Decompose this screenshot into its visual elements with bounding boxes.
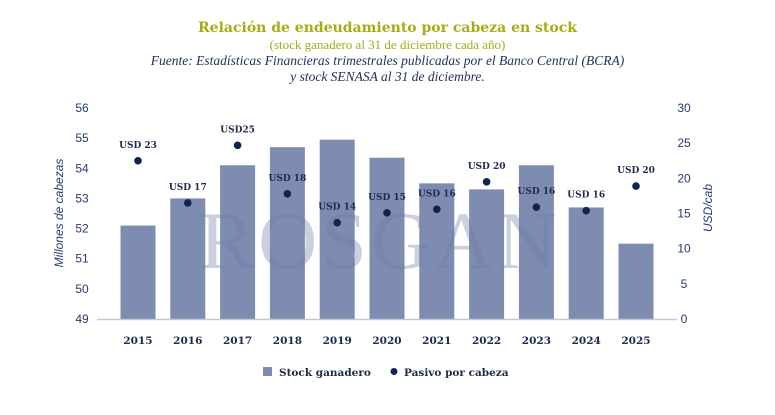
y2-tick-label: 0 bbox=[681, 312, 688, 326]
bar-2024 bbox=[568, 207, 604, 319]
y2-tick-label: 25 bbox=[677, 136, 691, 150]
chart-titles: Relación de endeudamiento por cabeza en … bbox=[0, 20, 775, 85]
y-axis-label: Millones de cabezas bbox=[52, 159, 66, 268]
watermark-logo: ROSGAN bbox=[199, 195, 560, 286]
bar-2020 bbox=[369, 157, 405, 319]
bar-2025 bbox=[618, 243, 654, 319]
dot-2024 bbox=[582, 206, 590, 215]
y-tick-label: 49 bbox=[75, 312, 89, 326]
y-tick-label: 51 bbox=[75, 252, 89, 266]
data-label: USD25 bbox=[220, 125, 255, 135]
x-tick-label: 2015 bbox=[123, 335, 152, 347]
y2-tick-label: 20 bbox=[677, 171, 691, 185]
y-tick-label: 55 bbox=[75, 131, 89, 145]
data-label: USD 16 bbox=[567, 191, 605, 201]
data-label: USD 16 bbox=[418, 189, 456, 199]
y2-tick-label: 15 bbox=[677, 207, 691, 221]
x-tick-label: 2019 bbox=[323, 335, 352, 347]
data-label: USD 23 bbox=[119, 141, 157, 151]
dot-2023 bbox=[532, 203, 541, 211]
dot-2022 bbox=[482, 178, 491, 186]
data-label: USD 18 bbox=[268, 174, 306, 184]
dot-2015 bbox=[134, 156, 142, 165]
data-label: USD 14 bbox=[318, 203, 356, 213]
x-tick-label: 2021 bbox=[422, 335, 451, 347]
x-tick-label: 2016 bbox=[173, 335, 202, 347]
legend-swatch-pasivo bbox=[390, 368, 398, 375]
chart-title: Relación de endeudamiento por cabeza en … bbox=[198, 20, 577, 36]
data-label: USD 16 bbox=[517, 187, 555, 197]
chart-source-line2: y stock SENASA al 31 de diciembre. bbox=[290, 69, 485, 84]
y-tick-label: 50 bbox=[75, 282, 89, 296]
data-label: USD 17 bbox=[169, 183, 207, 193]
dot-2018 bbox=[283, 190, 292, 198]
dot-2021 bbox=[433, 205, 441, 214]
chart-subtitle: (stock ganadero al 31 de diciembre cada … bbox=[269, 37, 506, 52]
legend-label-pasivo: Pasivo por cabeza bbox=[404, 367, 509, 379]
dot-2019 bbox=[333, 218, 342, 227]
dot-2020 bbox=[383, 208, 391, 217]
chart-source-line1: Fuente: Estadísticas Financieras trimest… bbox=[150, 53, 625, 68]
y2-tick-label: 30 bbox=[677, 101, 691, 115]
x-tick-label: 2022 bbox=[472, 335, 501, 347]
bar-2017 bbox=[220, 165, 256, 319]
x-tick-label: 2020 bbox=[372, 335, 401, 347]
x-tick-label: 2018 bbox=[273, 335, 302, 347]
legend-label-stock: Stock ganadero bbox=[279, 367, 371, 379]
data-label: USD 20 bbox=[468, 162, 506, 172]
y-tick-label: 54 bbox=[75, 161, 89, 175]
x-tick-label: 2024 bbox=[572, 335, 601, 347]
bar-2018 bbox=[269, 147, 305, 319]
bar-2019 bbox=[319, 139, 355, 319]
bar-2023 bbox=[518, 165, 554, 319]
dot-2016 bbox=[184, 199, 192, 207]
data-label: USD 15 bbox=[368, 193, 406, 203]
y2-axis-label: USD/cab bbox=[701, 184, 715, 232]
bar-2015 bbox=[120, 225, 156, 319]
y-tick-label: 53 bbox=[75, 191, 89, 205]
dot-2017 bbox=[233, 141, 242, 150]
bar-2022 bbox=[469, 189, 505, 319]
y-tick-label: 56 bbox=[75, 101, 89, 115]
y2-tick-label: 10 bbox=[677, 242, 691, 256]
bar-2016 bbox=[170, 198, 206, 319]
x-tick-label: 2025 bbox=[621, 335, 650, 347]
y-tick-label: 52 bbox=[75, 222, 89, 236]
legend-swatch-stock bbox=[263, 367, 272, 376]
data-label: USD 20 bbox=[617, 166, 655, 176]
x-tick-label: 2017 bbox=[223, 335, 252, 347]
y2-tick-label: 5 bbox=[681, 277, 688, 291]
dot-2025 bbox=[632, 182, 640, 190]
x-tick-label: 2023 bbox=[522, 335, 551, 347]
